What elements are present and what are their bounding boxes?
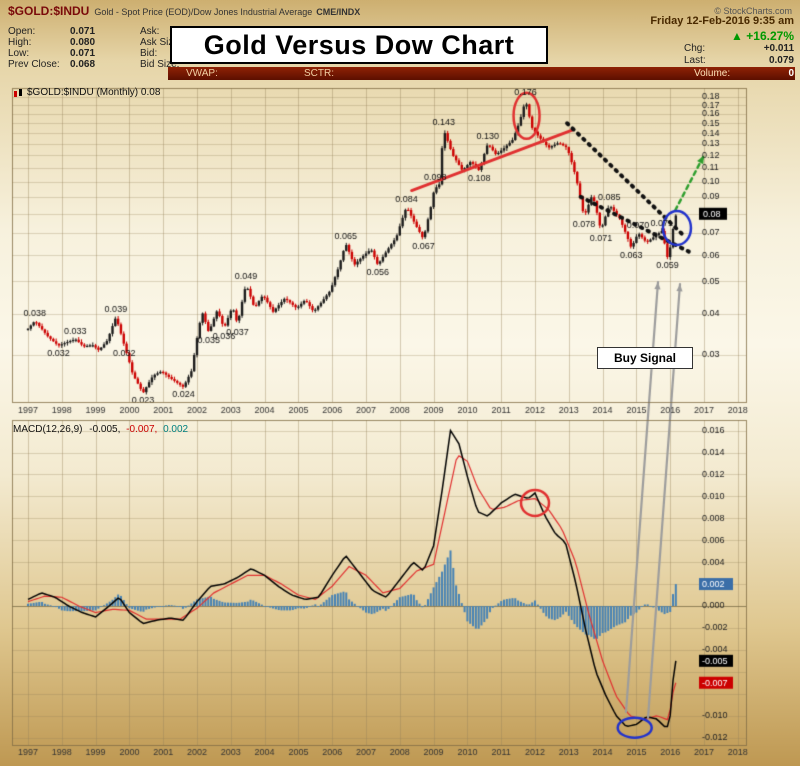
ticker-description: Gold - Spot Price (EOD)/Dow Jones Indust… — [94, 7, 313, 17]
open-value: 0.071 — [70, 26, 96, 37]
bid-size-label: Bid Size: — [140, 59, 180, 70]
macd-hist-value: 0.002 — [163, 424, 189, 435]
quote-row-low: Low: 0.071 Bid: — [8, 48, 157, 59]
sctr-label: SCTR: — [304, 68, 334, 79]
chart-title-overlay: Gold Versus Dow Chart — [170, 26, 548, 64]
quote-row-volume: Volume: 0 — [694, 68, 794, 79]
quote-row-high: High: 0.080 Ask Size: — [8, 37, 182, 48]
header-bar: $GOLD:$INDU Gold - Spot Price (EOD)/Dow J… — [8, 4, 792, 18]
buy-signal-annotation: Buy Signal — [597, 347, 693, 369]
quote-row-prev-close: Prev Close: 0.068 Bid Size: — [8, 59, 179, 70]
bid-label: Bid: — [140, 48, 158, 59]
ask-label: Ask: — [140, 26, 160, 37]
macd-signal-value: -0.007, — [126, 424, 158, 435]
macd-panel-legend: MACD(12,26,9) -0.005, -0.007, 0.002 — [13, 424, 188, 435]
copyright-text: © StockCharts.com — [714, 6, 792, 16]
high-value: 0.080 — [70, 37, 96, 48]
low-label: Low: — [8, 48, 30, 59]
ask-size-label: Ask Size: — [140, 37, 182, 48]
volume-label: Volume: — [694, 68, 731, 79]
quote-datetime: Friday 12-Feb-2016 9:35 am — [650, 15, 794, 27]
open-label: Open: — [8, 26, 36, 37]
low-value: 0.071 — [70, 48, 96, 59]
vwap-sctr-band: VWAP: SCTR: — [168, 67, 795, 80]
quote-row-last: Last: 0.079 — [684, 55, 794, 66]
prev-close-value: 0.068 — [70, 59, 96, 70]
quote-row-chg: Chg: +0.011 — [684, 43, 794, 54]
volume-value: 0 — [788, 68, 794, 79]
chg-label: Chg: — [684, 43, 706, 54]
percent-change: ▲ +16.27% — [731, 29, 794, 43]
high-label: High: — [8, 37, 32, 48]
price-panel-legend: $GOLD:$INDU (Monthly) 0.08 — [13, 87, 160, 98]
candlestick-icon — [14, 88, 22, 97]
quote-row-open: Open: 0.071 Ask: — [8, 26, 159, 37]
last-label: Last: — [684, 55, 706, 66]
macd-line-value: -0.005, — [89, 424, 121, 435]
prev-close-label: Prev Close: — [8, 59, 60, 70]
ticker-exchange: CME/INDX — [316, 7, 361, 17]
price-legend-label: $GOLD:$INDU (Monthly) 0.08 — [27, 87, 161, 98]
ticker-symbol: $GOLD:$INDU — [8, 4, 90, 18]
chg-value: +0.011 — [763, 43, 794, 54]
macd-name: MACD(12,26,9) — [13, 424, 83, 435]
last-value: 0.079 — [768, 55, 794, 66]
vwap-label: VWAP: — [186, 68, 218, 79]
up-arrow-icon: ▲ — [731, 29, 743, 43]
